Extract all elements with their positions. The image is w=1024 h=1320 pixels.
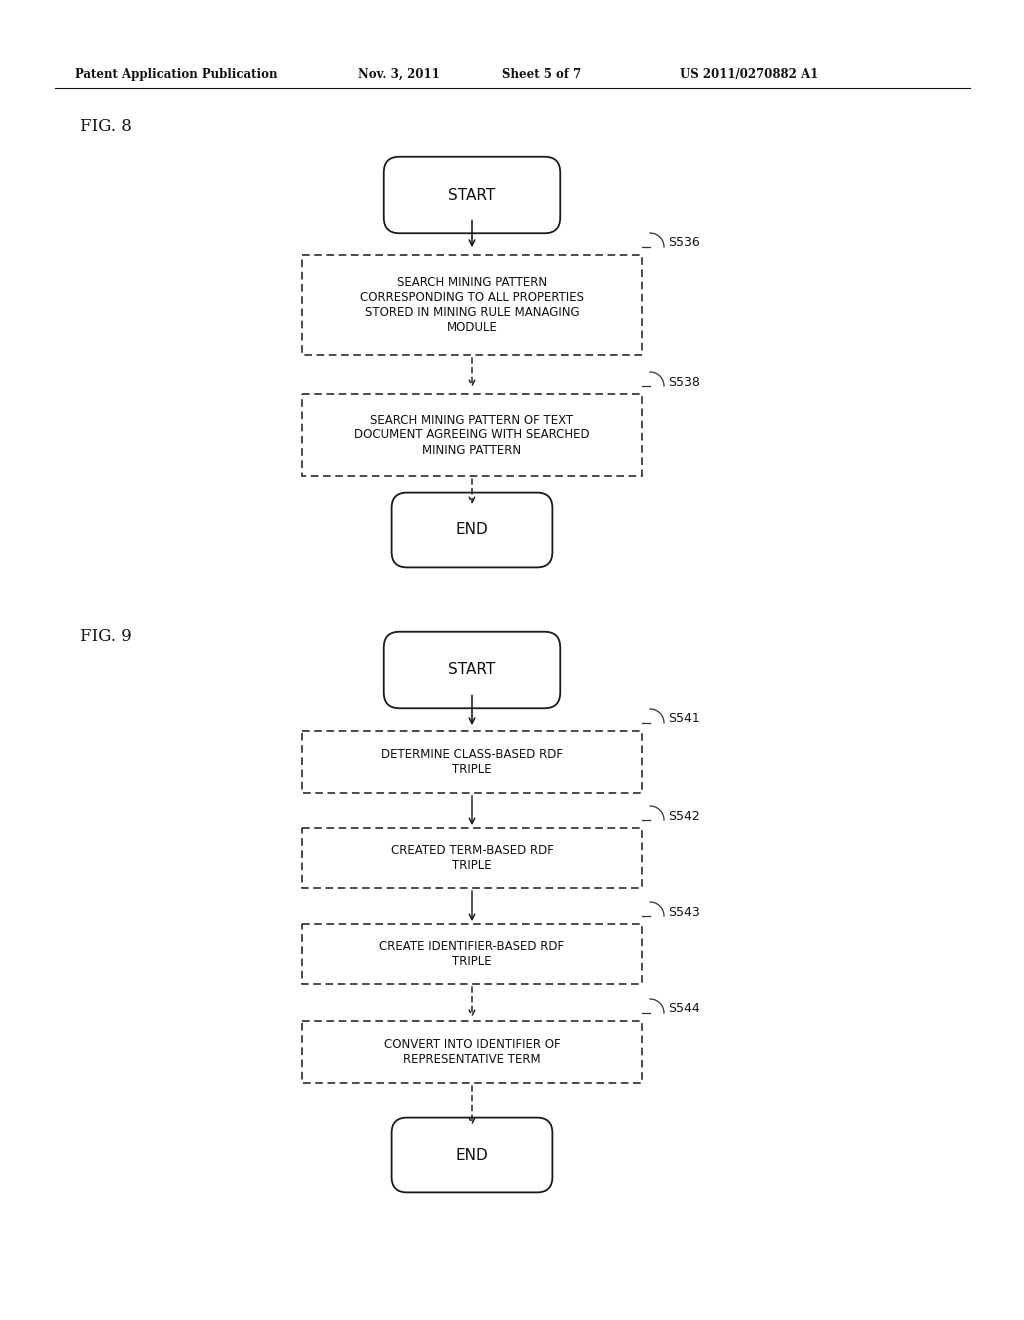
- Text: CONVERT INTO IDENTIFIER OF
REPRESENTATIVE TERM: CONVERT INTO IDENTIFIER OF REPRESENTATIV…: [384, 1038, 560, 1067]
- Text: END: END: [456, 523, 488, 537]
- Text: CREATE IDENTIFIER-BASED RDF
TRIPLE: CREATE IDENTIFIER-BASED RDF TRIPLE: [380, 940, 564, 968]
- Text: SEARCH MINING PATTERN
CORRESPONDING TO ALL PROPERTIES
STORED IN MINING RULE MANA: SEARCH MINING PATTERN CORRESPONDING TO A…: [360, 276, 584, 334]
- Text: DETERMINE CLASS-BASED RDF
TRIPLE: DETERMINE CLASS-BASED RDF TRIPLE: [381, 748, 563, 776]
- Text: FIG. 9: FIG. 9: [80, 628, 132, 645]
- Text: END: END: [456, 1147, 488, 1163]
- FancyBboxPatch shape: [302, 828, 642, 888]
- Text: FIG. 8: FIG. 8: [80, 117, 132, 135]
- FancyBboxPatch shape: [391, 492, 552, 568]
- Text: Sheet 5 of 7: Sheet 5 of 7: [502, 69, 582, 81]
- Text: Patent Application Publication: Patent Application Publication: [75, 69, 278, 81]
- FancyBboxPatch shape: [302, 393, 642, 477]
- FancyBboxPatch shape: [302, 255, 642, 355]
- FancyBboxPatch shape: [302, 731, 642, 793]
- Text: S544: S544: [668, 1002, 699, 1015]
- Text: S543: S543: [668, 906, 699, 919]
- Text: S536: S536: [668, 236, 699, 249]
- FancyBboxPatch shape: [384, 157, 560, 234]
- Text: Nov. 3, 2011: Nov. 3, 2011: [358, 69, 439, 81]
- Text: S541: S541: [668, 713, 699, 726]
- Text: CREATED TERM-BASED RDF
TRIPLE: CREATED TERM-BASED RDF TRIPLE: [390, 843, 553, 873]
- Text: START: START: [449, 663, 496, 677]
- Text: START: START: [449, 187, 496, 202]
- Text: S538: S538: [668, 375, 699, 388]
- FancyBboxPatch shape: [391, 1118, 552, 1192]
- FancyBboxPatch shape: [302, 924, 642, 983]
- Text: SEARCH MINING PATTERN OF TEXT
DOCUMENT AGREEING WITH SEARCHED
MINING PATTERN: SEARCH MINING PATTERN OF TEXT DOCUMENT A…: [354, 413, 590, 457]
- FancyBboxPatch shape: [302, 1020, 642, 1082]
- Text: S542: S542: [668, 809, 699, 822]
- FancyBboxPatch shape: [384, 632, 560, 709]
- Text: US 2011/0270882 A1: US 2011/0270882 A1: [680, 69, 818, 81]
